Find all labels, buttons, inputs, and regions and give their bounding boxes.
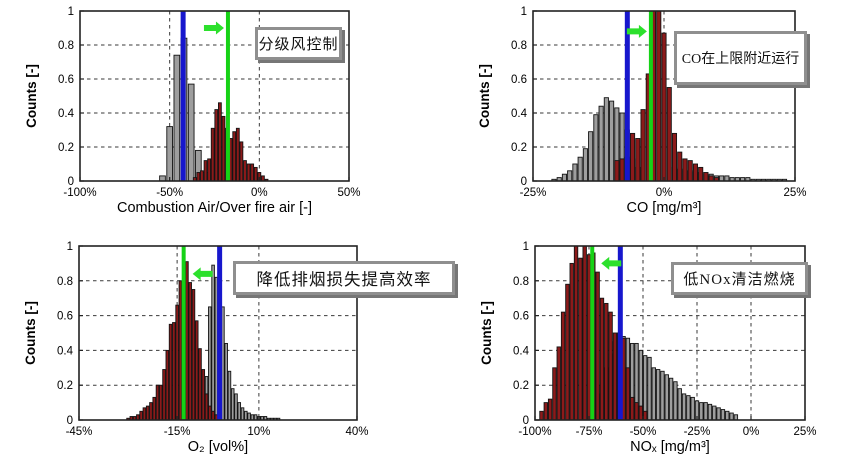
svg-text:0.8: 0.8 <box>57 276 73 288</box>
y-axis-title: Counts [-] <box>24 64 39 128</box>
axis-labels: -25% 0% 25% 0 0.2 0.4 0.6 0.8 1 CO [mg/m³] Counts … <box>477 6 807 216</box>
svg-text:0.2: 0.2 <box>511 142 527 154</box>
svg-text:0%: 0% <box>743 426 760 438</box>
svg-text:0.2: 0.2 <box>57 380 73 392</box>
svg-text:0%: 0% <box>656 187 673 199</box>
svg-text:-75%: -75% <box>576 426 603 438</box>
svg-text:0.6: 0.6 <box>511 74 527 86</box>
svg-text:25%: 25% <box>783 187 806 199</box>
svg-text:1: 1 <box>68 6 74 18</box>
svg-text:0.8: 0.8 <box>513 276 529 288</box>
axis-labels: -100% -75% -50% -25% 0% 25% 0 0.2 0.4 0.6 0.8 1 NOₓ … <box>479 241 817 455</box>
annotation-text-efficiency: 降低排烟损失提高效率 <box>256 270 432 289</box>
plot-border <box>79 10 350 182</box>
histogram-optimized <box>192 102 269 182</box>
svg-text:1: 1 <box>523 241 529 253</box>
svg-text:50%: 50% <box>337 187 360 199</box>
svg-text:0.8: 0.8 <box>511 40 527 52</box>
svg-text:0: 0 <box>521 176 527 188</box>
svg-text:0.4: 0.4 <box>511 108 528 120</box>
x-axis-title: CO [mg/m³] <box>627 200 702 216</box>
svg-text:0.4: 0.4 <box>57 345 74 357</box>
svg-text:40%: 40% <box>345 426 368 438</box>
subplot-nox: -100% -75% -50% -25% 0% 25% 0 0.2 0.4 0.6 0.8 1 NOₓ … <box>479 241 817 455</box>
svg-text:-50%: -50% <box>630 426 657 438</box>
subplot-co: -25% 0% 25% 0 0.2 0.4 0.6 0.8 1 CO [mg/m³] Counts … <box>477 6 807 216</box>
subplot-o2: -45% -15% 10% 40% 0 0.2 0.4 0.6 0.8 1 O₂ [vol%] Cou… <box>23 241 369 455</box>
svg-text:-15%: -15% <box>164 426 191 438</box>
svg-text:0.4: 0.4 <box>58 108 75 120</box>
y-axis-title: Counts [-] <box>479 301 494 365</box>
histogram-optimized <box>126 261 222 421</box>
axis-labels: -100% -50% 0% 50% 0 0.2 0.4 0.6 0.8 1 Combustion A… <box>24 6 361 216</box>
svg-text:0.6: 0.6 <box>57 311 73 323</box>
svg-text:0.8: 0.8 <box>58 40 74 52</box>
svg-text:-100%: -100% <box>63 187 96 199</box>
annotation-text-staged-air-control: 分级风控制 <box>258 37 339 53</box>
x-axis-title: O₂ [vol%] <box>188 439 248 455</box>
green-arrow-right-icon <box>626 24 647 38</box>
svg-text:-50%: -50% <box>156 187 183 199</box>
annotation-text-co-upper-limit: CO在上限附近运行 <box>681 52 800 67</box>
annotation-box-staged-air-control: 分级风控制 <box>255 27 342 60</box>
svg-text:-25%: -25% <box>684 426 711 438</box>
svg-text:10%: 10% <box>247 426 270 438</box>
svg-text:0: 0 <box>67 415 73 427</box>
green-arrow-left-icon <box>601 256 622 270</box>
svg-text:1: 1 <box>67 241 73 253</box>
x-axis-title: Combustion Air/Over fire air [-] <box>117 200 312 216</box>
svg-text:0.6: 0.6 <box>58 74 74 86</box>
svg-text:25%: 25% <box>793 426 816 438</box>
svg-text:-100%: -100% <box>518 426 551 438</box>
svg-text:-25%: -25% <box>520 187 547 199</box>
y-axis-title: Counts [-] <box>23 301 38 365</box>
svg-text:0: 0 <box>68 176 74 188</box>
axis-labels: -45% -15% 10% 40% 0 0.2 0.4 0.6 0.8 1 O₂ [vol%] Cou… <box>23 241 369 455</box>
svg-text:0.6: 0.6 <box>513 311 529 323</box>
svg-text:-45%: -45% <box>66 426 93 438</box>
annotation-box-efficiency: 降低排烟损失提高效率 <box>233 261 455 295</box>
x-axis-title: NOₓ [mg/m³] <box>630 439 710 455</box>
svg-text:0: 0 <box>523 415 529 427</box>
svg-text:0.2: 0.2 <box>58 142 74 154</box>
plot-border <box>78 245 358 421</box>
plot-border <box>534 245 806 421</box>
svg-text:0.4: 0.4 <box>513 345 530 357</box>
annotation-text-low-nox: 低NOx清洁燃烧 <box>683 272 796 288</box>
annotation-box-low-nox: 低NOx清洁燃烧 <box>671 262 808 295</box>
annotation-box-co-upper-limit: CO在上限附近运行 <box>674 31 807 85</box>
y-axis-title: Counts [-] <box>477 64 492 128</box>
svg-text:0%: 0% <box>251 187 268 199</box>
green-arrow-right-icon <box>203 21 224 35</box>
green-arrow-left-icon <box>192 267 213 281</box>
svg-text:0.2: 0.2 <box>513 380 529 392</box>
svg-text:1: 1 <box>521 6 527 18</box>
